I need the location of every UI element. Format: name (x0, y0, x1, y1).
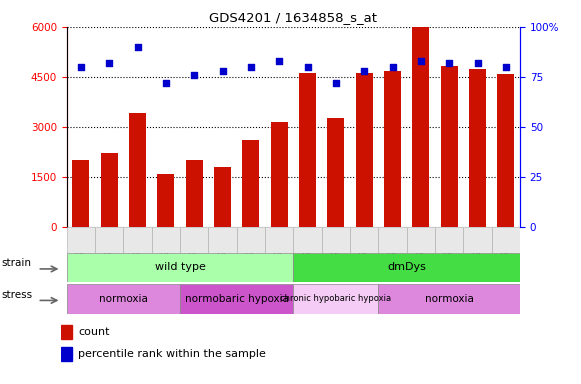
Bar (67, 253, 293, 282)
Title: GDS4201 / 1634858_s_at: GDS4201 / 1634858_s_at (209, 11, 378, 24)
Point (444, 60, 454, 66)
Bar (265, 227, 293, 253)
Bar (214, 167, 231, 227)
Text: normoxia: normoxia (425, 294, 474, 304)
Point (388, 64, 397, 70)
Text: stress: stress (1, 290, 33, 300)
Bar (492, 227, 520, 253)
Bar (67, 227, 95, 253)
Bar (299, 73, 316, 227)
Point (416, 58, 425, 64)
Text: dmDys: dmDys (388, 262, 426, 273)
Text: wild type: wild type (155, 262, 206, 273)
Bar (271, 122, 288, 227)
Bar (186, 160, 203, 227)
Bar (293, 227, 322, 253)
Text: normobaric hypoxia: normobaric hypoxia (185, 294, 289, 304)
Bar (378, 284, 520, 314)
Bar (435, 227, 464, 253)
Bar (152, 227, 180, 253)
Bar (356, 73, 373, 227)
Point (162, 80, 171, 86)
Bar (180, 284, 293, 314)
Bar (242, 140, 259, 227)
Bar (73, 160, 89, 227)
Bar (129, 113, 146, 227)
Bar (101, 153, 118, 227)
Bar (293, 253, 520, 282)
Bar (350, 227, 378, 253)
Bar (497, 74, 514, 227)
Bar (407, 227, 435, 253)
Text: chronic hypobaric hypoxia: chronic hypobaric hypoxia (280, 295, 392, 303)
Text: percentile rank within the sample: percentile rank within the sample (78, 349, 266, 359)
Point (331, 80, 340, 86)
Point (189, 72, 199, 78)
Point (218, 68, 227, 74)
Bar (464, 227, 492, 253)
Point (76, 64, 85, 70)
Bar (61, 325, 73, 339)
Point (246, 64, 256, 70)
Text: count: count (78, 327, 110, 337)
Bar (95, 227, 124, 253)
Point (360, 68, 369, 74)
Bar (328, 118, 345, 227)
Point (501, 64, 511, 70)
Bar (384, 71, 401, 227)
Bar (413, 27, 429, 227)
Bar (61, 347, 73, 361)
Bar (293, 284, 378, 314)
Text: strain: strain (1, 258, 31, 268)
Bar (209, 227, 237, 253)
Point (303, 64, 312, 70)
Bar (440, 66, 458, 227)
Point (105, 60, 114, 66)
Bar (67, 284, 180, 314)
Point (275, 58, 284, 64)
Bar (180, 227, 209, 253)
Text: normoxia: normoxia (99, 294, 148, 304)
Bar (469, 70, 486, 227)
Point (473, 60, 482, 66)
Bar (322, 227, 350, 253)
Bar (124, 227, 152, 253)
Bar (378, 227, 407, 253)
Point (133, 44, 142, 50)
Bar (237, 227, 265, 253)
Bar (157, 174, 174, 227)
